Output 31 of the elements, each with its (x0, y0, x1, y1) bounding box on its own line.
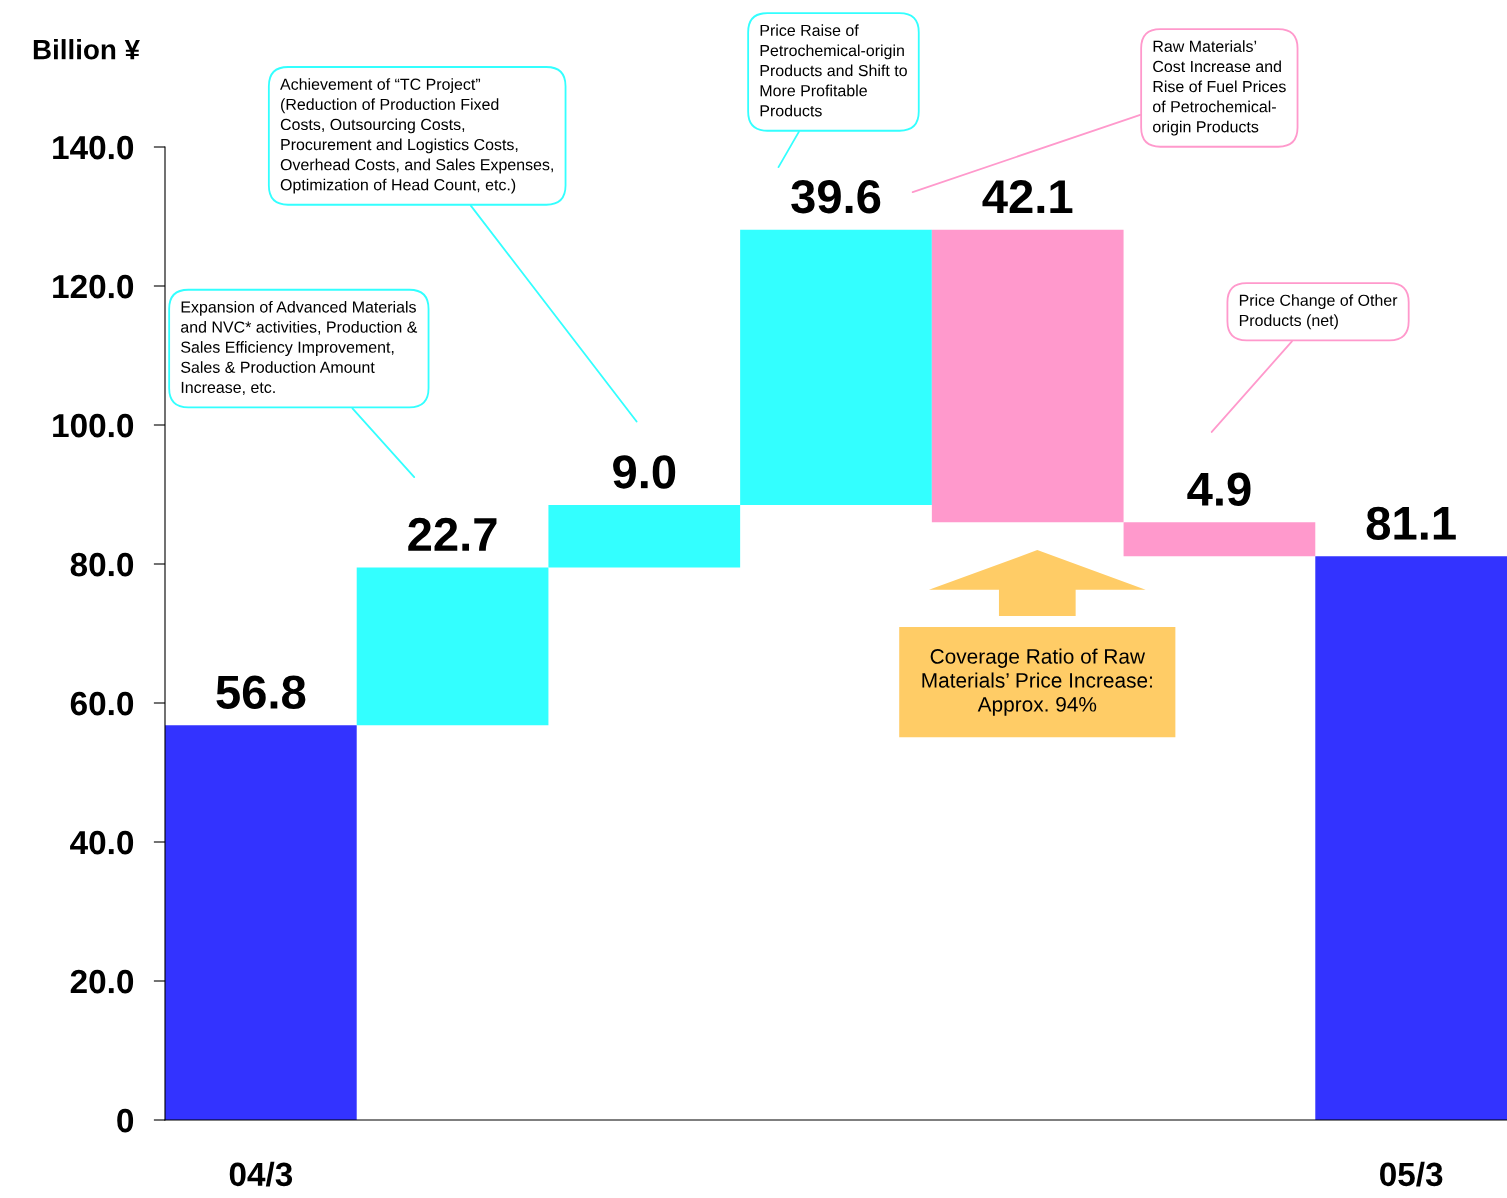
data-label: 42.1 (982, 179, 1073, 213)
y-tick-label: 100.0 (53, 413, 134, 438)
bar (548, 504, 741, 568)
bar (356, 567, 549, 726)
y-tick-label: 140.0 (53, 135, 134, 160)
y-tick-label: 80.0 (70, 552, 134, 577)
y-tick-label: 20.0 (70, 969, 134, 994)
y-axis-title: Billion ¥ (33, 39, 140, 60)
y-tick-label: 0 (117, 1108, 134, 1133)
data-label: 22.7 (408, 517, 497, 551)
annotation: Coverage Ratio of Raw Materials’ Price Increase: Approx. 94% (922, 648, 1152, 716)
annotation: Expansion of Advanced Materials and NVC* activities, Production & Sales Efficiency Improvement, Sales & Production Amount Increase, etc. (181, 300, 418, 395)
bar (1315, 556, 1507, 1120)
data-label: 56.8 (216, 675, 306, 709)
data-label: 4.9 (1187, 472, 1251, 507)
y-tick-label: 60.0 (70, 691, 134, 716)
data-label: 39.6 (791, 179, 881, 214)
text: Price Raise of Petrochemical-origin Products and Shift to More Profitable Products (760, 24, 907, 117)
text: Raw Materials’ Cost Increase and Rise of Fuel Prices of Petrochemical- origin Products (1153, 40, 1286, 136)
bar (931, 229, 1124, 523)
y-tick-label: 120.0 (53, 274, 134, 299)
data-label: 81.1 (1366, 506, 1456, 541)
bar (740, 229, 932, 505)
data-label: 9.0 (613, 455, 676, 489)
bar (165, 725, 357, 1120)
bar (1123, 522, 1316, 557)
annotation: Price Change of Other Products (net) (1239, 294, 1398, 330)
x-tick-label: 05/3 (1380, 1161, 1443, 1187)
annotation: Achievement of “TC Project” (Reduction of Production Fixed Costs, Outsourcing Costs, Procurement and Logistics Costs, Overhead Costs, and Sales Expenses, Optimization of Head Count, etc.) (280, 78, 553, 194)
y-tick-label: 40.0 (70, 830, 134, 855)
x-tick-label: 04/3 (229, 1161, 293, 1187)
